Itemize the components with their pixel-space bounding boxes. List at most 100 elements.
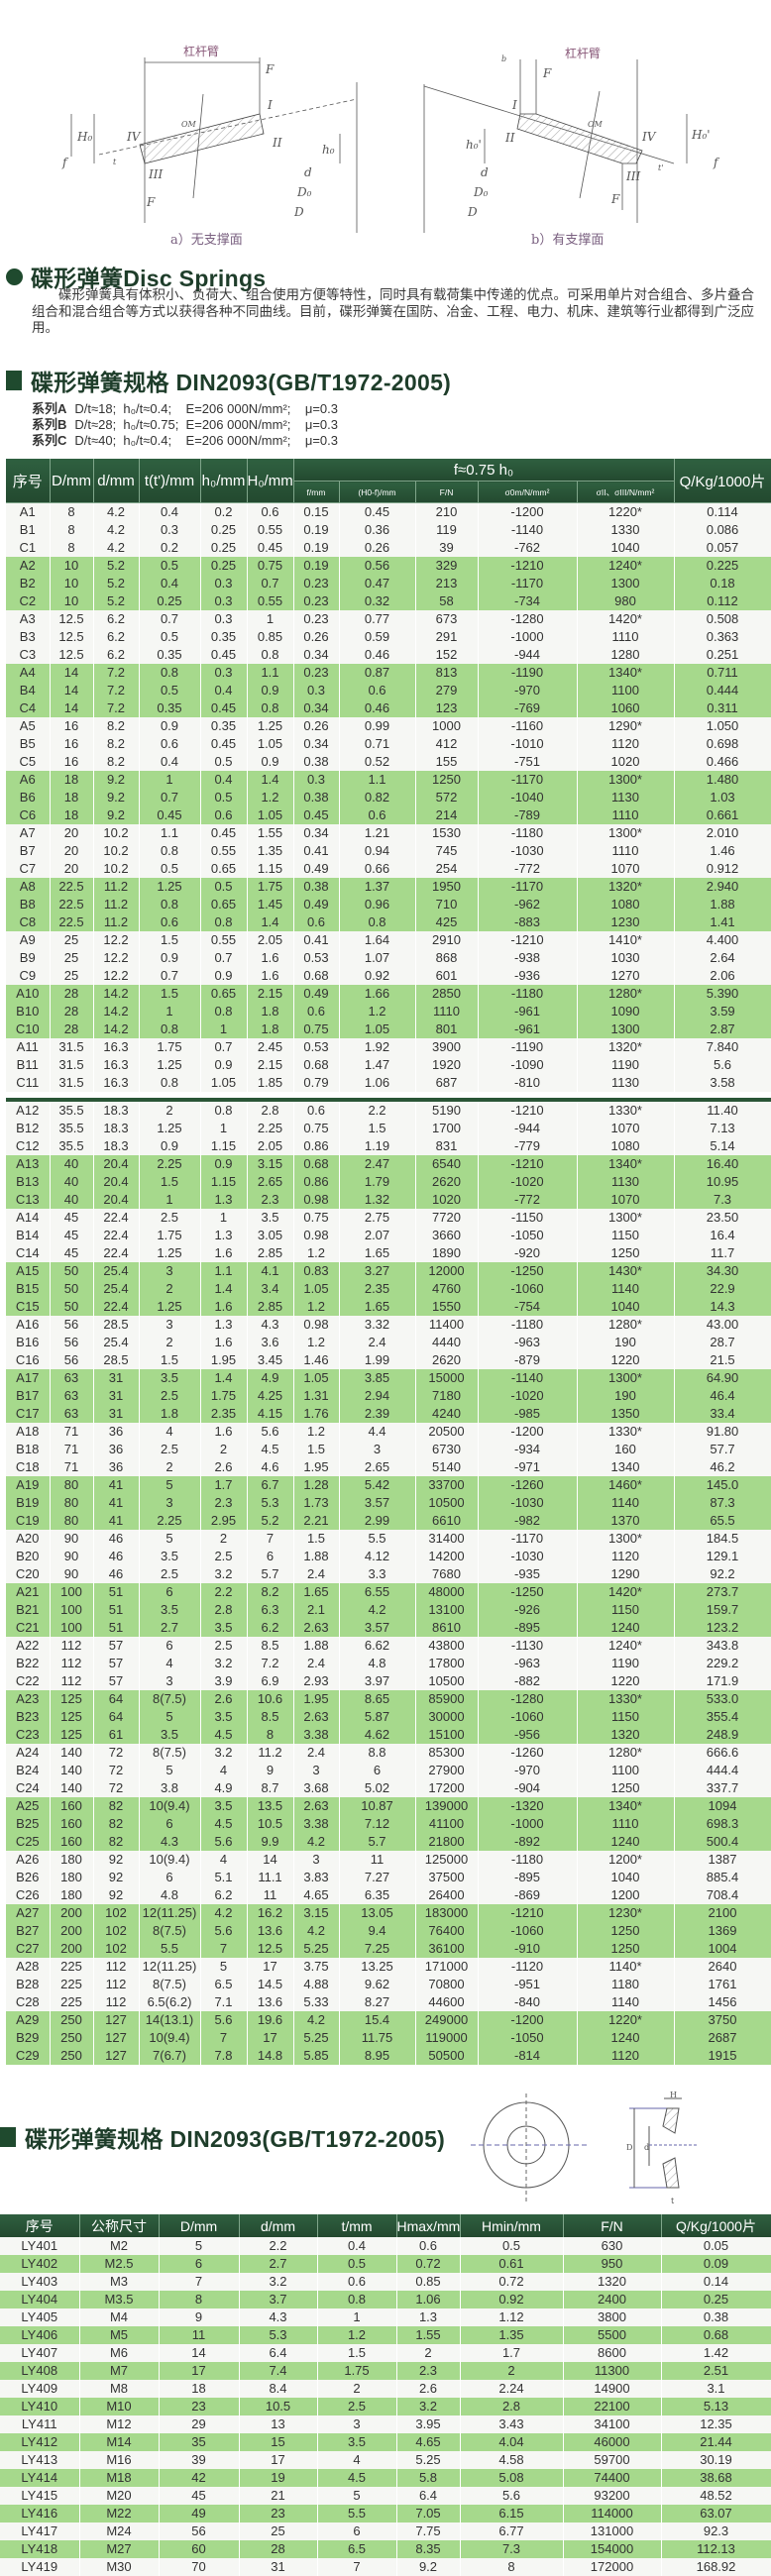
cell-h0: 0.25	[200, 521, 248, 539]
cell-D: 11	[159, 2326, 240, 2344]
cell-no: LY406	[0, 2326, 80, 2344]
cell-no: C13	[6, 1191, 51, 1209]
cell-f: 0.75	[293, 1020, 340, 1038]
cell-H0-f: 2.4	[339, 1334, 416, 1351]
header-Hmax: Hmax/mm	[396, 2214, 461, 2237]
cell-h0: 2.6	[200, 1458, 248, 1476]
cell-H0: 19.6	[247, 2011, 294, 2029]
table-row: LY415 M20 45 21 5 6.4 5.6 93200 48.52	[0, 2487, 771, 2505]
cell-nominal-size: M6	[79, 2344, 160, 2362]
cell-Q: 34.30	[674, 1262, 771, 1280]
cell-F: 1550	[415, 1298, 479, 1316]
cell-H0-f: 0.94	[339, 842, 416, 860]
cell-d: 127	[93, 2047, 140, 2065]
cell-H0-f: 8.95	[339, 2047, 416, 2065]
cell-t: 2.25	[139, 1155, 201, 1173]
cell-H0-f: 1.47	[339, 1056, 416, 1074]
cell-f: 5.25	[293, 2029, 340, 2047]
cell-D: 25	[50, 931, 94, 949]
cell-F: 85300	[415, 1744, 479, 1762]
cell-H0: 6	[247, 1548, 294, 1565]
cell-Q: 5.14	[674, 1137, 771, 1155]
cell-t: 1.25	[139, 1120, 201, 1137]
cell-sigma-om: -1120	[478, 1958, 578, 1976]
cell-F: 1110	[415, 1003, 479, 1020]
cell-f: 5.33	[293, 1993, 340, 2011]
cell-D: 40	[50, 1155, 94, 1173]
cell-f: 1.46	[293, 1351, 340, 1369]
cell-H0-f: 0.46	[339, 646, 416, 664]
cell-H0: 4.1	[247, 1262, 294, 1280]
cell-Q: 3.58	[674, 1074, 771, 1092]
cell-f: 0.15	[293, 502, 340, 521]
cell-sigma-ii: 1100	[577, 682, 675, 699]
cell-sigma-ii: 1130	[577, 1173, 675, 1191]
cell-f: 0.23	[293, 610, 340, 628]
cell-F: 6540	[415, 1155, 479, 1173]
cell-d: 72	[93, 1744, 140, 1762]
cell-f: 0.49	[293, 896, 340, 913]
cell-d: 28.5	[93, 1351, 140, 1369]
cell-D: 90	[50, 1565, 94, 1583]
cell-D: 250	[50, 2011, 94, 2029]
cell-H0: 1.8	[247, 1020, 294, 1038]
cell-nominal-size: M14	[79, 2433, 160, 2451]
cell-d: 14.2	[93, 985, 140, 1003]
cell-f: 1.73	[293, 1494, 340, 1512]
cell-d: 10.2	[93, 860, 140, 878]
cell-h0: 1.95	[200, 1351, 248, 1369]
cell-no: C9	[6, 967, 51, 985]
cell-Q: 0.912	[674, 860, 771, 878]
cell-Q: 1.050	[674, 717, 771, 735]
cell-sigma-om: -814	[478, 2047, 578, 2065]
cell-D: 63	[50, 1387, 94, 1405]
cell-H0: 3.05	[247, 1227, 294, 1244]
cell-D: 45	[159, 2487, 240, 2505]
cell-h0: 0.55	[200, 931, 248, 949]
cell-sigma-ii: 1290	[577, 1565, 675, 1583]
cell-F: 5500	[563, 2326, 662, 2344]
cell-Hmax: 1.55	[396, 2326, 461, 2344]
cell-no: C2	[6, 592, 51, 610]
cell-t: 1.5	[139, 1173, 201, 1191]
cell-sigma-ii: 1200	[577, 1886, 675, 1904]
cell-Q: 0.18	[674, 575, 771, 592]
table-row: C10 28 14.2 0.8 1 1.8 0.75 1.05 801 -961 1300 2.87	[6, 1020, 771, 1038]
cell-t: 0.7	[139, 789, 201, 806]
cell-Hmax: 5.25	[396, 2451, 461, 2469]
cell-d: 51	[93, 1619, 140, 1637]
cell-no: B24	[6, 1762, 51, 1779]
cell-d: 92	[93, 1869, 140, 1886]
cell-H0-f: 3.57	[339, 1494, 416, 1512]
cell-no: B5	[6, 735, 51, 753]
cell-no: A17	[6, 1369, 51, 1387]
cell-d: 41	[93, 1494, 140, 1512]
cell-Q: 7.3	[674, 1191, 771, 1209]
cell-no: A16	[6, 1316, 51, 1334]
cell-f: 0.49	[293, 985, 340, 1003]
cell-sigma-ii: 1240	[577, 1619, 675, 1637]
cell-F: 17200	[415, 1779, 479, 1797]
cell-Hmin: 2	[460, 2362, 564, 2380]
cell-d: 25.4	[93, 1262, 140, 1280]
cell-Q: 5.13	[661, 2398, 771, 2415]
cell-sigma-ii: 1120	[577, 1548, 675, 1565]
cell-Q: 2687	[674, 2029, 771, 2047]
cell-H0-f: 10.87	[339, 1797, 416, 1815]
figure-label-D: D	[626, 2143, 632, 2152]
cell-sigma-om: -970	[478, 682, 578, 699]
cell-no: LY415	[0, 2487, 80, 2505]
cell-f: 0.98	[293, 1316, 340, 1334]
cell-Q: 129.1	[674, 1548, 771, 1565]
cell-Q: 0.114	[674, 502, 771, 521]
cell-D: 200	[50, 1904, 94, 1922]
table-row: A13 40 20.4 2.25 0.9 3.15 0.68 2.47 6540 -1210 134…	[6, 1155, 771, 1173]
cell-t: 6.5	[317, 2540, 397, 2558]
table-row: B25 160 82 6 4.5 10.5 3.38 7.12 41100 -1000 1110 69…	[6, 1815, 771, 1833]
cell-H0-f: 8.27	[339, 1993, 416, 2011]
cell-t: 8(7.5)	[139, 1976, 201, 1993]
cell-d: 18.3	[93, 1120, 140, 1137]
table-row: A3 12.5 6.2 0.7 0.3 1 0.23 0.77 673 -1280 1420* 0.5…	[6, 610, 771, 628]
cell-f: 0.86	[293, 1137, 340, 1155]
cell-F: 41100	[415, 1815, 479, 1833]
